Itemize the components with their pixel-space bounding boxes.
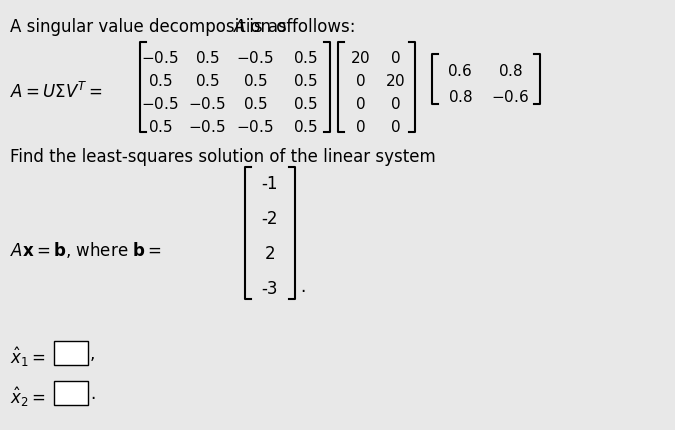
Text: $-0.5$: $-0.5$	[141, 96, 179, 112]
Text: ,: ,	[90, 344, 95, 362]
FancyBboxPatch shape	[54, 341, 88, 365]
Text: $0.5$: $0.5$	[194, 50, 219, 66]
Text: $0.6$: $0.6$	[448, 63, 472, 79]
Text: $0.8$: $0.8$	[497, 63, 522, 79]
Text: $20$: $20$	[350, 50, 370, 66]
Text: $0$: $0$	[354, 96, 365, 112]
Text: $0$: $0$	[389, 119, 400, 135]
Text: $0$: $0$	[354, 119, 365, 135]
Text: is as follows:: is as follows:	[244, 18, 356, 36]
Text: $0.5$: $0.5$	[194, 73, 219, 89]
Text: $0.5$: $0.5$	[242, 96, 267, 112]
Text: $\mathit{A}$: $\mathit{A}$	[233, 18, 246, 36]
Text: A singular value decomposition of: A singular value decomposition of	[10, 18, 298, 36]
Text: $0$: $0$	[389, 96, 400, 112]
Text: $0$: $0$	[354, 73, 365, 89]
Text: $0.5$: $0.5$	[292, 73, 317, 89]
Text: $0.5$: $0.5$	[242, 73, 267, 89]
Text: $0.5$: $0.5$	[148, 119, 172, 135]
Text: -1: -1	[262, 175, 278, 193]
Text: $\hat{x}_2 =$: $\hat{x}_2 =$	[10, 384, 46, 408]
Text: $-0.5$: $-0.5$	[141, 50, 179, 66]
Text: $0$: $0$	[389, 50, 400, 66]
Text: $A\mathbf{x} = \mathbf{b}$, where $\mathbf{b} =$: $A\mathbf{x} = \mathbf{b}$, where $\math…	[10, 240, 162, 259]
Text: $-0.5$: $-0.5$	[188, 119, 226, 135]
Text: $0.8$: $0.8$	[448, 89, 472, 105]
Text: $-0.5$: $-0.5$	[236, 119, 274, 135]
Text: -2: -2	[262, 209, 278, 227]
Text: $-0.6$: $-0.6$	[491, 89, 529, 105]
Text: -3: -3	[262, 280, 278, 297]
Text: $0.5$: $0.5$	[292, 119, 317, 135]
Text: $0.5$: $0.5$	[148, 73, 172, 89]
Text: Find the least-squares solution of the linear system: Find the least-squares solution of the l…	[10, 147, 436, 166]
Text: $\hat{x}_1 =$: $\hat{x}_1 =$	[10, 344, 46, 368]
Text: .: .	[300, 277, 305, 295]
FancyBboxPatch shape	[54, 381, 88, 405]
Text: .: .	[90, 384, 95, 402]
Text: $-0.5$: $-0.5$	[188, 96, 226, 112]
Text: $0.5$: $0.5$	[292, 96, 317, 112]
Text: $A = U\Sigma V^T =$: $A = U\Sigma V^T =$	[10, 82, 103, 102]
Text: 2: 2	[265, 244, 275, 262]
Text: $-0.5$: $-0.5$	[236, 50, 274, 66]
Text: $0.5$: $0.5$	[292, 50, 317, 66]
Text: $20$: $20$	[385, 73, 405, 89]
